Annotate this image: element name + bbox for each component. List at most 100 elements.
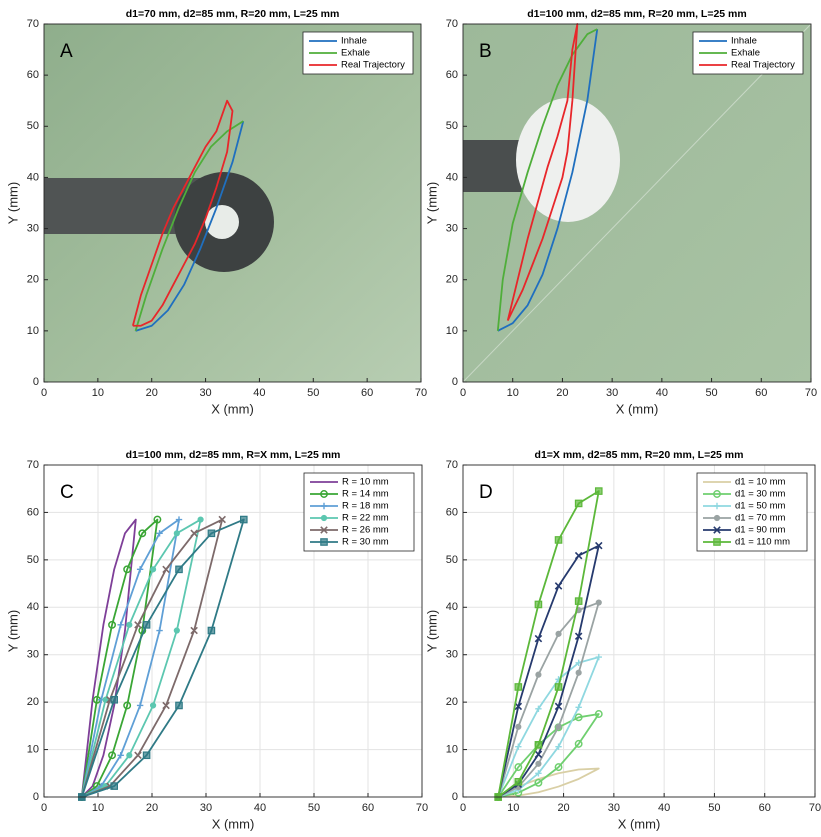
y-tick-label: 40 — [27, 171, 39, 183]
marker — [535, 705, 542, 712]
legend-label: Inhale — [731, 36, 757, 47]
marker — [207, 529, 216, 538]
chart-title: d1=70 mm, d2=85 mm, R=20 mm, L=25 mm — [126, 8, 340, 20]
marker — [575, 704, 582, 711]
marker — [595, 599, 602, 606]
x-tick-label: 70 — [809, 802, 821, 814]
y-tick-label: 40 — [446, 171, 458, 183]
y-tick-label: 60 — [27, 506, 39, 518]
marker — [534, 634, 543, 643]
marker — [108, 751, 116, 760]
marker — [218, 515, 226, 524]
marker — [515, 723, 522, 730]
chart-title: d1=100 mm, d2=85 mm, R=20 mm, L=25 mm — [527, 8, 746, 20]
x-axis-label: X (mm) — [212, 816, 255, 831]
marker — [534, 741, 543, 749]
marker — [175, 565, 183, 574]
marker — [575, 669, 582, 676]
y-tick-label: 20 — [446, 274, 458, 286]
legend-marker — [320, 490, 328, 498]
y-tick-label: 30 — [446, 649, 458, 661]
y-tick-label: 60 — [446, 69, 458, 81]
marker — [123, 701, 132, 710]
y-tick-label: 70 — [27, 18, 39, 30]
legend-marker — [320, 526, 328, 534]
marker — [574, 632, 583, 640]
x-tick-label: 70 — [805, 387, 817, 399]
x-tick-label: 10 — [92, 802, 104, 814]
x-tick-label: 30 — [608, 802, 620, 814]
legend-label: R = 22 mm — [342, 513, 389, 524]
marker — [574, 739, 583, 748]
legend-marker — [713, 502, 721, 510]
y-tick-label: 40 — [27, 601, 39, 613]
legend-marker — [320, 502, 328, 510]
marker — [534, 600, 543, 609]
marker — [134, 751, 142, 760]
marker — [142, 751, 151, 760]
panel-label: B — [479, 41, 492, 62]
marker — [190, 626, 198, 635]
series-line — [134, 120, 244, 332]
axes-frame — [462, 23, 812, 383]
x-tick-label: 60 — [759, 802, 771, 814]
y-tick-label: 20 — [446, 696, 458, 708]
y-tick-label: 20 — [27, 696, 39, 708]
legend-marker — [713, 490, 721, 498]
marker — [555, 630, 562, 637]
x-tick-label: 0 — [460, 387, 466, 399]
marker — [142, 621, 151, 629]
y-tick-label: 0 — [33, 791, 39, 803]
x-tick-label: 50 — [307, 387, 319, 399]
marker — [175, 516, 183, 523]
marker — [117, 752, 124, 759]
marker — [126, 752, 133, 759]
marker — [156, 530, 163, 537]
marker — [574, 597, 583, 605]
x-tick-label: 50 — [705, 387, 717, 399]
x-tick-label: 20 — [146, 802, 158, 814]
marker — [554, 582, 563, 590]
x-tick-label: 30 — [200, 802, 212, 814]
x-tick-label: 70 — [415, 387, 427, 399]
legend-label: d1 = 110 mm — [735, 537, 790, 548]
legend-label: Exhale — [731, 48, 760, 59]
axes-frame — [43, 464, 423, 798]
legend-label: Real Trajectory — [341, 60, 405, 71]
series-line — [80, 518, 137, 798]
marker — [554, 702, 563, 711]
panel-label: D — [479, 482, 493, 503]
x-tick-label: 20 — [556, 387, 568, 399]
marker — [595, 541, 603, 550]
legend-label: R = 14 mm — [342, 489, 389, 500]
y-tick-label: 60 — [446, 506, 458, 518]
legend-label: Inhale — [341, 36, 367, 47]
y-tick-label: 10 — [27, 325, 39, 337]
series-line — [131, 99, 234, 327]
marker — [555, 723, 562, 730]
marker — [153, 515, 162, 524]
x-axis-label: X (mm) — [618, 816, 661, 831]
marker — [173, 530, 180, 537]
y-tick-label: 70 — [27, 459, 39, 471]
marker — [197, 516, 204, 523]
x-tick-label: 0 — [41, 387, 47, 399]
legend-box — [303, 472, 415, 552]
y-axis-label: Y (mm) — [5, 182, 20, 224]
marker — [514, 763, 523, 772]
x-tick-label: 0 — [460, 802, 466, 814]
y-tick-label: 10 — [27, 743, 39, 755]
marker — [162, 565, 170, 574]
marker — [535, 760, 542, 767]
marker — [534, 778, 543, 787]
marker — [594, 710, 603, 718]
x-tick-label: 60 — [362, 802, 374, 814]
x-tick-label: 70 — [416, 802, 428, 814]
marker — [173, 627, 180, 634]
photo-b — [462, 23, 812, 383]
legend-box — [696, 472, 808, 552]
marker — [108, 620, 116, 629]
marker — [514, 702, 523, 711]
y-tick-label: 70 — [446, 18, 458, 30]
marker — [207, 626, 216, 635]
